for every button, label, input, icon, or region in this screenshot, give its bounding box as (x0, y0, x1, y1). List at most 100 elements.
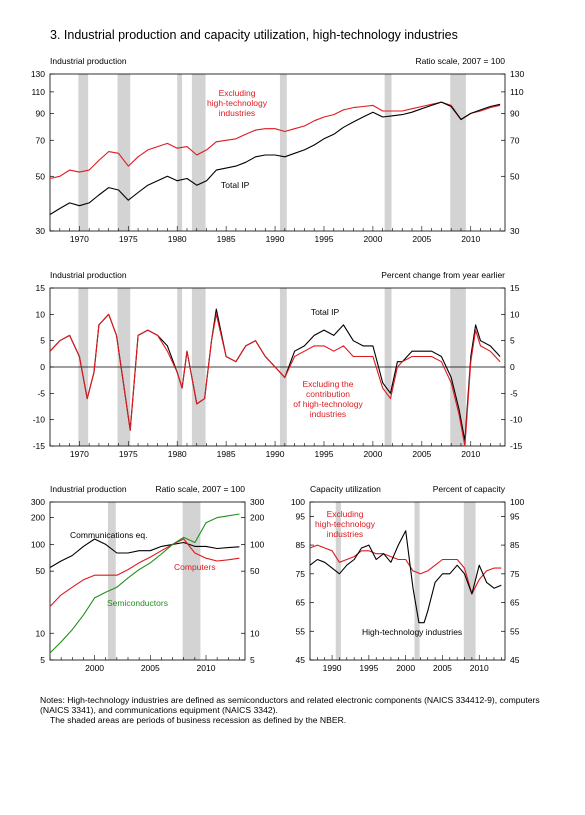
recession-band (414, 502, 420, 660)
x-tick-label: 1980 (168, 449, 187, 459)
y-tick-label-left: 85 (296, 540, 306, 550)
recession-band (450, 74, 466, 231)
x-tick-label: 1970 (70, 234, 89, 244)
y-tick-label-right: 50 (250, 566, 260, 576)
y-tick-label-left: 110 (31, 87, 45, 97)
y-tick-label-right: 95 (510, 511, 520, 521)
x-tick-label: 2010 (461, 234, 480, 244)
y-tick-label-right: 75 (510, 569, 520, 579)
recession-band (279, 74, 287, 231)
chart-title-left: Industrial production (50, 484, 127, 494)
x-tick-label: 1990 (266, 234, 285, 244)
x-tick-label: 2000 (363, 449, 382, 459)
series-label: Excluding (219, 88, 256, 98)
series-line-1 (49, 313, 501, 447)
series-line-1 (49, 538, 240, 607)
y-tick-label-right: 15 (510, 283, 520, 293)
x-tick-label: 1975 (119, 449, 138, 459)
series-label: High-technology industries (362, 627, 462, 637)
x-tick-label: 1980 (168, 234, 187, 244)
plot-frame (309, 501, 506, 661)
series-label: Excluding the (302, 379, 353, 389)
x-tick-label: 1995 (315, 234, 334, 244)
y-tick-label-right: 0 (510, 362, 515, 372)
series-label: industries (327, 529, 363, 539)
y-tick-label-left: 30 (36, 226, 46, 236)
y-tick-label-right: 100 (250, 539, 264, 549)
chart-bottom-left: Industrial production Ratio scale, 2007 =… (31, 484, 265, 673)
recession-band (177, 74, 183, 231)
y-tick-label-left: 55 (296, 626, 306, 636)
recession-band (182, 502, 201, 660)
recession-band (463, 502, 476, 660)
y-tick-label-left: 65 (296, 598, 306, 608)
series-line-1 (309, 530, 502, 624)
x-tick-label: 2000 (396, 663, 415, 673)
notes-recession: The shaded areas are periods of business… (50, 715, 347, 726)
y-tick-label-left: 70 (36, 135, 46, 145)
x-tick-label: 2010 (197, 663, 216, 673)
recession-band (335, 502, 341, 660)
recession-band (117, 74, 131, 231)
x-tick-label: 1995 (359, 663, 378, 673)
y-tick-label-right: 5 (250, 655, 255, 665)
plot-frame (49, 73, 506, 232)
series-label: Communications eq. (70, 530, 147, 540)
page-title: 3. Industrial production and capacity ut… (50, 28, 458, 42)
chart-title-right: Percent change from year earlier (381, 270, 505, 280)
x-tick-label: 1985 (217, 449, 236, 459)
recession-band (384, 74, 392, 231)
y-tick-label-left: -5 (37, 388, 45, 398)
x-tick-label: 2005 (412, 234, 431, 244)
y-tick-label-left: 45 (296, 655, 306, 665)
y-tick-label-right: 50 (510, 171, 520, 181)
series-line-0 (49, 538, 240, 568)
series-label: industries (219, 108, 255, 118)
x-tick-label: 2005 (412, 449, 431, 459)
recession-band (191, 74, 206, 231)
x-tick-label: 2005 (433, 663, 452, 673)
chart-title-right: Ratio scale, 2007 = 100 (415, 56, 505, 66)
y-tick-label-left: 100 (291, 497, 305, 507)
y-tick-label-left: 75 (296, 569, 306, 579)
y-tick-label-right: -5 (510, 388, 518, 398)
series-label: high-technology (315, 519, 376, 529)
y-tick-label-right: 55 (510, 626, 520, 636)
y-tick-label-right: -15 (510, 441, 523, 451)
recession-band (78, 74, 89, 231)
plot-frame (49, 501, 246, 661)
y-tick-label-right: 10 (250, 628, 260, 638)
series-line-2 (49, 513, 240, 654)
y-tick-label-left: -15 (33, 441, 46, 451)
x-tick-label: 1995 (315, 449, 334, 459)
recession-band (107, 502, 116, 660)
y-tick-label-left: 130 (31, 69, 45, 79)
chart-title-right: Ratio scale, 2007 = 100 (155, 484, 245, 494)
y-tick-label-left: 5 (40, 336, 45, 346)
chart-title-right: Percent of capacity (433, 484, 506, 494)
x-tick-label: 2000 (85, 663, 104, 673)
y-tick-label-right: 65 (510, 598, 520, 608)
x-tick-label: 1985 (217, 234, 236, 244)
x-tick-label: 2005 (141, 663, 160, 673)
notes-definition: Notes: High-technology industries are de… (40, 695, 540, 716)
series-label: Computers (174, 562, 216, 572)
x-tick-label: 2000 (363, 234, 382, 244)
y-tick-label-right: 70 (510, 135, 520, 145)
x-tick-label: 1990 (266, 449, 285, 459)
y-tick-label-right: 300 (250, 497, 264, 507)
series-line-1 (49, 101, 501, 215)
y-tick-label-left: 10 (36, 309, 46, 319)
series-label: contribution (306, 389, 350, 399)
y-tick-label-left: 10 (36, 628, 46, 638)
y-tick-label-right: 45 (510, 655, 520, 665)
y-tick-label-right: 90 (510, 108, 520, 118)
chart-title-left: Industrial production (50, 270, 127, 280)
series-label: Semiconductors (107, 598, 168, 608)
notes: Notes: High-technology industries are de… (40, 695, 560, 726)
series-label: high-technology (207, 98, 268, 108)
chart-middle: Industrial production Percent change from… (33, 270, 523, 459)
y-tick-label-left: 50 (36, 566, 46, 576)
series-line-0 (309, 544, 502, 595)
y-tick-label-right: 30 (510, 226, 520, 236)
